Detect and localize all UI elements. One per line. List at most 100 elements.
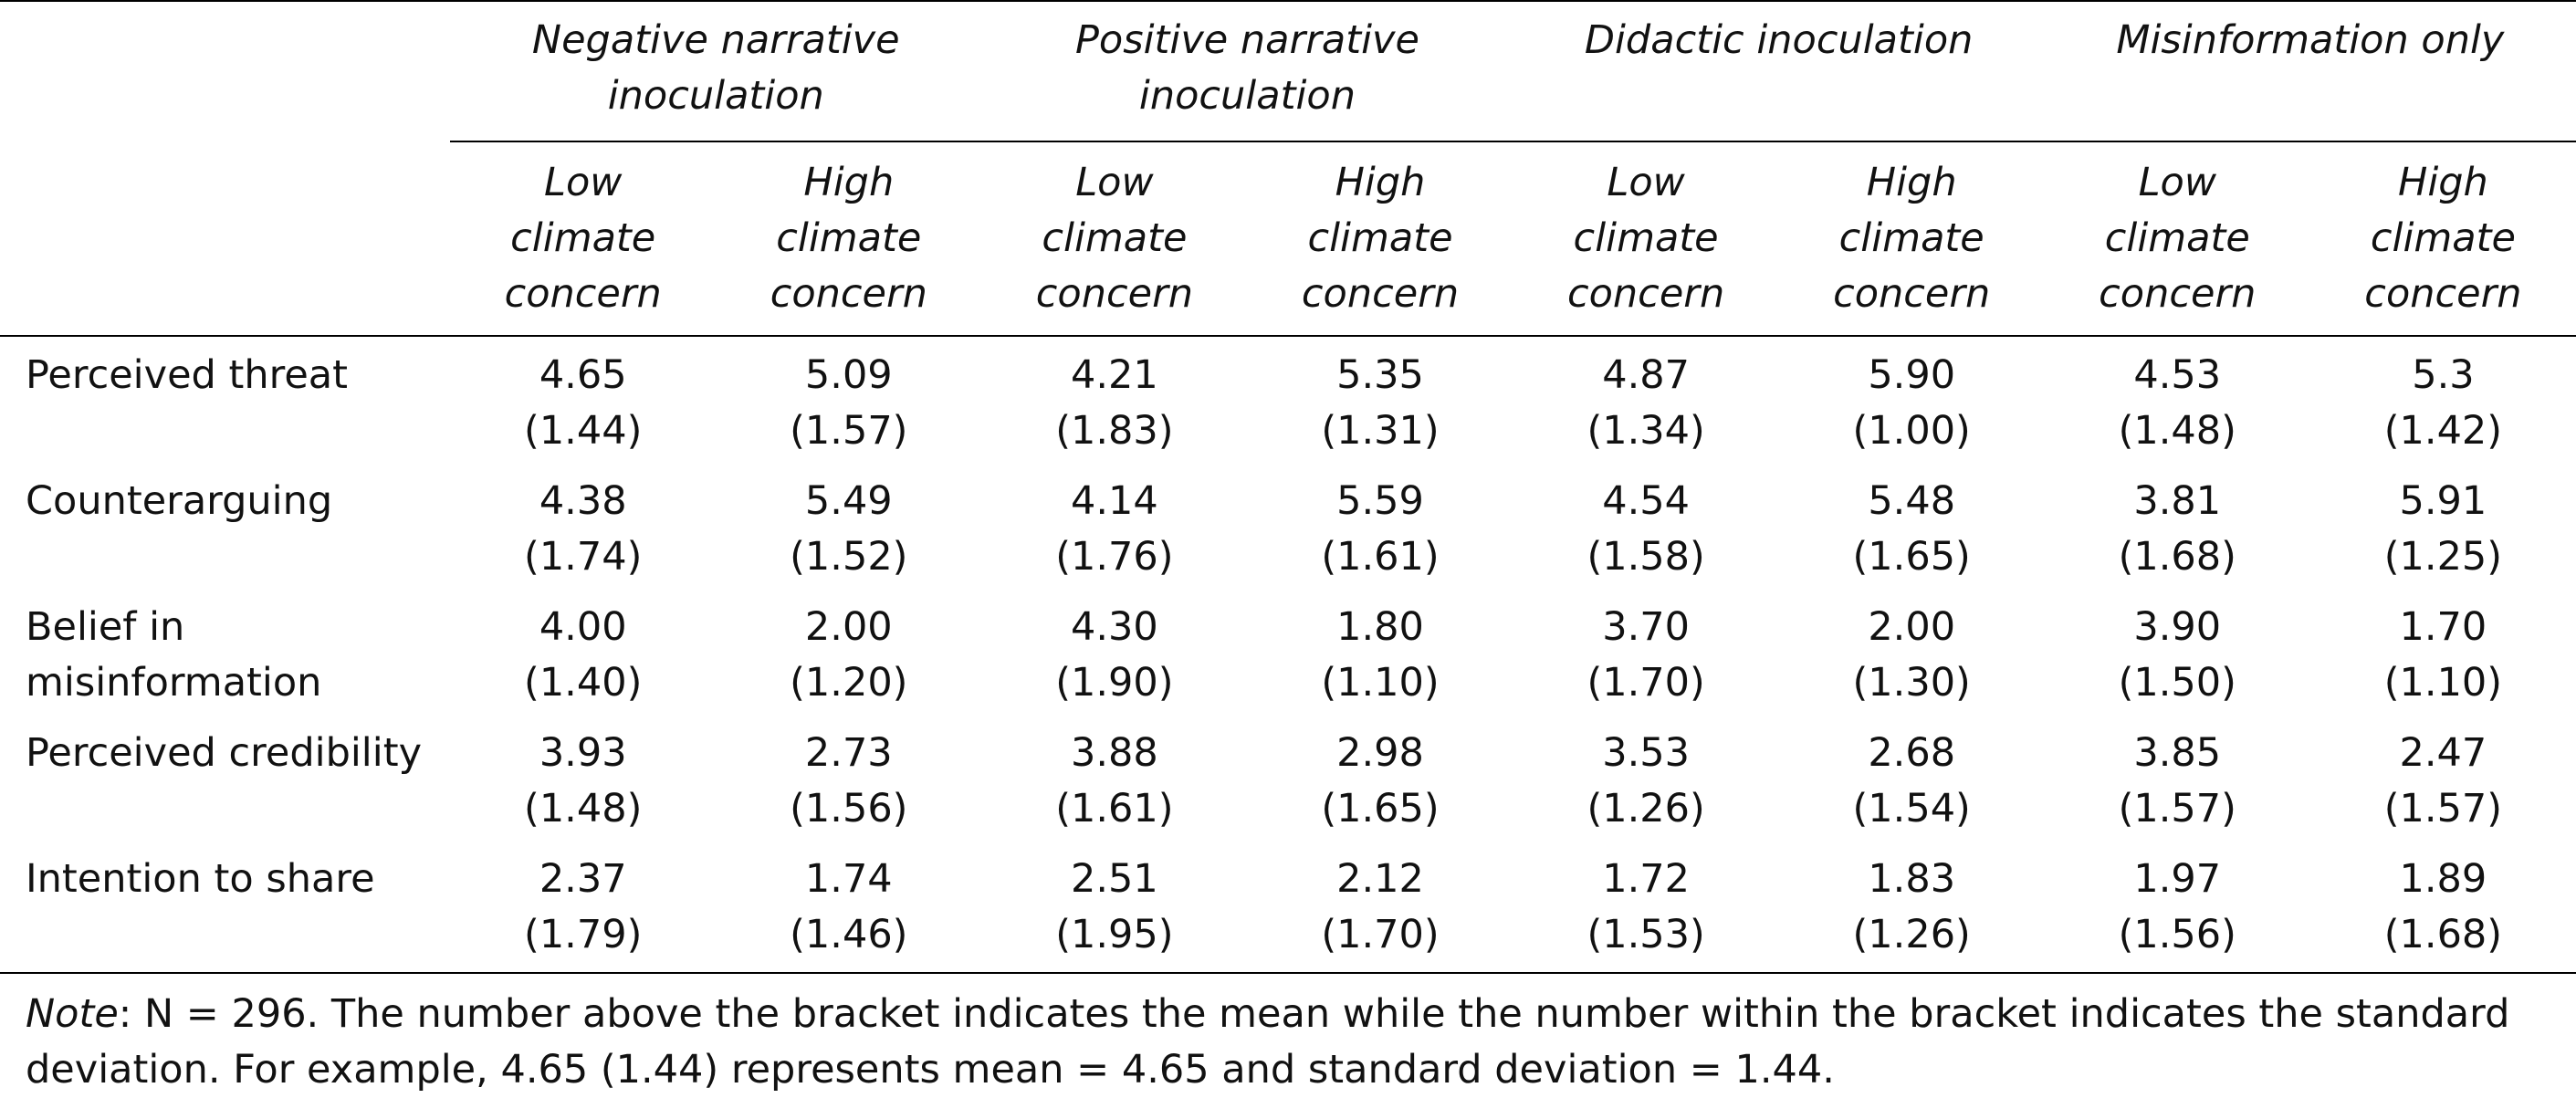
table-cell: 5.59 (1.61) — [1247, 466, 1513, 592]
group-header-misinformation-only: Misinformation only — [2044, 0, 2576, 141]
cell-mean: 4.53 — [2133, 352, 2222, 398]
group-header-positive-narrative: Positive narrative inoculation — [981, 0, 1513, 141]
table-cell: 4.30 (1.90) — [981, 592, 1247, 718]
cell-mean: 5.49 — [804, 478, 893, 524]
cell-mean: 2.73 — [804, 730, 893, 776]
cell-sd: (1.26) — [1586, 786, 1705, 831]
subheader-low-concern: Low climate concern — [2044, 141, 2310, 337]
cell-sd: (1.20) — [790, 660, 908, 706]
table-cell: 3.88 (1.61) — [981, 718, 1247, 844]
table-row: Belief in misinformation 4.00 (1.40) 2.00 (1.… — [0, 592, 2576, 718]
cell-mean: 2.00 — [1868, 604, 1956, 650]
subheader-low-concern: Low climate concern — [450, 141, 717, 337]
cell-sd: (1.42) — [2383, 408, 2503, 454]
cell-mean: 5.90 — [1868, 352, 1956, 398]
cell-mean: 3.53 — [1602, 730, 1690, 776]
header-corner — [0, 0, 451, 141]
cell-sd: (1.10) — [2383, 660, 2503, 706]
table-cell: 4.21 (1.83) — [981, 336, 1247, 466]
cell-sd: (1.90) — [1055, 660, 1174, 706]
table-cell: 2.37 (1.79) — [450, 844, 717, 974]
cell-sd: (1.68) — [2118, 534, 2236, 580]
cell-sd: (1.26) — [1852, 912, 1971, 957]
cell-mean: 4.65 — [539, 352, 627, 398]
cell-sd: (1.83) — [1055, 408, 1174, 454]
table-cell: 1.72 (1.53) — [1513, 844, 1779, 974]
table-cell: 2.98 (1.65) — [1247, 718, 1513, 844]
cell-mean: 5.59 — [1336, 478, 1424, 524]
cell-sd: (1.48) — [524, 786, 643, 831]
table-cell: 1.74 (1.46) — [716, 844, 982, 974]
cell-mean: 5.3 — [2412, 352, 2475, 398]
cell-sd: (1.74) — [524, 534, 643, 580]
cell-mean: 2.37 — [539, 856, 627, 902]
cell-mean: 5.48 — [1868, 478, 1956, 524]
cell-sd: (1.57) — [2118, 786, 2236, 831]
row-label-line: Intention to share — [26, 856, 375, 902]
table-cell: 5.48 (1.65) — [1779, 466, 2045, 592]
table-body: Perceived threat 4.65 (1.44) 5.09 (1.57) 4.21… — [0, 336, 2576, 974]
table-cell: 2.68 (1.54) — [1779, 718, 2045, 844]
cell-sd: (1.61) — [1055, 786, 1174, 831]
table-cell: 1.80 (1.10) — [1247, 592, 1513, 718]
cell-mean: 4.00 — [539, 604, 627, 650]
row-label-line: Belief in — [26, 604, 185, 650]
cell-mean: 4.30 — [1071, 604, 1158, 650]
table-cell: 2.47 (1.57) — [2310, 718, 2576, 844]
table-cell: 5.09 (1.57) — [716, 336, 981, 466]
table-cell: 4.54 (1.58) — [1513, 466, 1779, 592]
table-header: Negative narrative inoculation Positive … — [0, 0, 2576, 337]
table-cell: 1.83 (1.26) — [1778, 844, 2045, 974]
row-label: Perceived threat — [0, 336, 450, 466]
group-header-row: Negative narrative inoculation Positive … — [0, 0, 2576, 141]
subheader-low-concern: Low climate concern — [1513, 141, 1779, 337]
row-label-line: Counterarguing — [26, 478, 333, 524]
table-cell: 3.85 (1.57) — [2045, 718, 2310, 844]
cell-sd: (1.46) — [790, 912, 908, 957]
cell-mean: 1.97 — [2133, 856, 2222, 902]
cell-mean: 2.12 — [1336, 856, 1424, 902]
cell-mean: 1.89 — [2399, 856, 2487, 902]
table-cell: 2.12 (1.70) — [1247, 844, 1513, 974]
table-cell: 5.35 (1.31) — [1247, 336, 1513, 466]
subheader-row: Low climate concern High climate concern… — [0, 141, 2576, 337]
cell-mean: 4.21 — [1071, 352, 1158, 398]
cell-mean: 5.09 — [804, 352, 893, 398]
table-note: Note: N = 296. The number above the brac… — [0, 974, 2576, 1098]
table-row: Perceived credibility 3.93 (1.48) 2.73 (1.56… — [0, 718, 2576, 844]
table-cell: 4.65 (1.44) — [450, 336, 716, 466]
results-table: Negative narrative inoculation Positive … — [0, 0, 2576, 974]
cell-mean: 1.80 — [1336, 604, 1424, 650]
table-row: Intention to share 2.37 (1.79) 1.74 (1.46) 2.… — [0, 844, 2576, 974]
cell-sd: (1.10) — [1321, 660, 1440, 706]
cell-mean: 3.93 — [539, 730, 627, 776]
subheader-high-concern: High climate concern — [1778, 141, 2045, 337]
table-cell: 2.00 (1.30) — [1779, 592, 2045, 718]
cell-mean: 3.81 — [2133, 478, 2222, 524]
cell-mean: 4.87 — [1602, 352, 1690, 398]
cell-sd: (1.57) — [790, 408, 908, 454]
row-label: Belief in misinformation — [0, 592, 450, 718]
cell-sd: (1.53) — [1586, 912, 1705, 957]
cell-sd: (1.68) — [2383, 912, 2503, 957]
cell-mean: 3.70 — [1602, 604, 1690, 650]
row-label-line: misinformation — [26, 660, 322, 706]
cell-sd: (1.25) — [2383, 534, 2503, 580]
cell-mean: 1.83 — [1868, 856, 1956, 902]
cell-mean: 1.72 — [1602, 856, 1690, 902]
cell-sd: (1.65) — [1321, 786, 1440, 831]
cell-sd: (1.30) — [1852, 660, 1971, 706]
cell-mean: 2.51 — [1071, 856, 1158, 902]
table-cell: 5.3 (1.42) — [2310, 336, 2576, 466]
table-cell: 3.93 (1.48) — [450, 718, 716, 844]
cell-sd: (1.48) — [2118, 408, 2236, 454]
cell-sd: (1.50) — [2118, 660, 2236, 706]
table-cell: 4.87 (1.34) — [1513, 336, 1779, 466]
table-cell: 4.38 (1.74) — [450, 466, 716, 592]
table-cell: 5.90 (1.00) — [1779, 336, 2045, 466]
cell-mean: 4.54 — [1602, 478, 1690, 524]
cell-mean: 5.35 — [1336, 352, 1424, 398]
table-cell: 3.70 (1.70) — [1513, 592, 1779, 718]
table-cell: 5.91 (1.25) — [2310, 466, 2576, 592]
